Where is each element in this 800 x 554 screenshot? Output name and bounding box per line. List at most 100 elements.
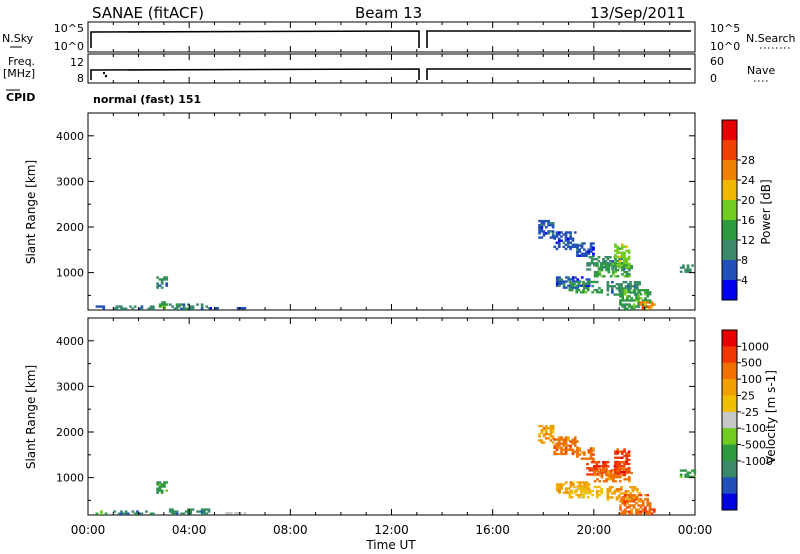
data-cell: [571, 286, 575, 289]
data-cell: [611, 268, 614, 271]
data-cell: [158, 485, 162, 488]
data-cell: [618, 456, 622, 459]
data-cell: [560, 442, 563, 445]
data-cell: [630, 471, 633, 475]
data-cell: [693, 469, 697, 472]
data-cell: [617, 494, 621, 497]
data-cell: [547, 427, 550, 430]
data-cell: [623, 271, 627, 274]
data-cell: [629, 287, 632, 290]
data-cell: [618, 480, 622, 483]
data-cell: [646, 293, 650, 296]
data-cell: [620, 263, 624, 267]
data-cell: [557, 442, 561, 445]
data-cell: [595, 258, 599, 261]
data-cell: [165, 481, 169, 484]
data-cell: [628, 299, 631, 302]
data-cell: [626, 506, 629, 509]
data-cell: [553, 245, 557, 249]
data-cell: [620, 247, 624, 250]
data-cell: [175, 512, 179, 515]
data-cell: [538, 424, 541, 428]
data-cell: [577, 280, 581, 284]
data-cell: [635, 293, 638, 296]
data-cell: [585, 284, 589, 287]
data-cell: [593, 465, 596, 468]
data-cell: [619, 512, 622, 515]
data-cell: [584, 489, 588, 493]
data-cell: [630, 307, 634, 310]
power-panel-frame: [87, 112, 696, 311]
data-cell: [644, 299, 647, 302]
data-cell: [639, 506, 643, 509]
data-cell: [653, 508, 656, 511]
data-cell: [593, 289, 597, 292]
data-cell: [635, 502, 638, 505]
data-cell: [637, 498, 640, 501]
data-cell: [582, 280, 585, 284]
data-cell: [234, 512, 238, 515]
data-cell: [165, 489, 169, 492]
data-cell: [540, 236, 544, 239]
data-cell: [608, 488, 612, 491]
data-cell: [576, 455, 579, 458]
data-cell: [547, 222, 550, 225]
colorbar-frame: [721, 119, 738, 301]
data-cell: [580, 246, 584, 249]
data-cell: [635, 305, 638, 308]
data-cell: [175, 307, 179, 310]
data-cell: [560, 487, 564, 490]
data-cell: [545, 232, 548, 235]
data-cell: [617, 490, 621, 493]
data-cell: [608, 285, 612, 288]
data-cell: [579, 496, 583, 499]
data-cell: [580, 457, 584, 460]
data-cell: [618, 255, 622, 259]
data-cell: [609, 471, 613, 475]
data-cell: [576, 446, 579, 449]
data-cell: [686, 270, 690, 273]
data-cell: [602, 262, 606, 266]
colorbar-segment: [722, 240, 737, 261]
data-cell: [618, 266, 622, 269]
data-cell: [598, 471, 602, 475]
data-cell: [616, 269, 620, 272]
data-cell: [239, 512, 242, 515]
data-cell: [637, 512, 640, 515]
data-cell: [589, 457, 593, 460]
nsky-tick-bottom: 10^0: [54, 40, 84, 53]
data-cell: [635, 498, 638, 501]
data-cell: [126, 512, 130, 515]
data-cell: [616, 263, 619, 267]
data-cell: [168, 508, 172, 511]
data-cell: [686, 268, 690, 271]
data-cell: [632, 299, 636, 302]
data-cell: [611, 281, 614, 284]
data-cell: [614, 264, 617, 268]
data-cell: [549, 230, 553, 233]
data-cell: [555, 280, 559, 283]
data-cell: [630, 500, 634, 503]
data-cell: [625, 266, 629, 269]
velocity-colorbar-label: Velocity [m s-1]: [764, 370, 778, 464]
data-cell: [555, 489, 559, 492]
data-cell: [555, 284, 559, 287]
data-cell: [163, 481, 166, 484]
data-cell: [602, 461, 605, 464]
data-cell: [574, 276, 577, 279]
data-cell: [589, 280, 592, 284]
data-cell: [549, 433, 553, 436]
colorbar-segment: [722, 120, 737, 141]
data-cell: [576, 252, 579, 255]
data-cell: [639, 504, 643, 507]
data-cell: [691, 475, 694, 478]
data-cell: [585, 457, 588, 460]
data-cell: [606, 494, 610, 497]
data-cell: [625, 257, 629, 261]
data-cell: [648, 291, 652, 294]
data-cell: [571, 452, 575, 456]
data-cell: [152, 307, 155, 310]
data-cell: [591, 489, 594, 493]
data-cell: [236, 512, 240, 515]
data-cell: [562, 438, 566, 441]
